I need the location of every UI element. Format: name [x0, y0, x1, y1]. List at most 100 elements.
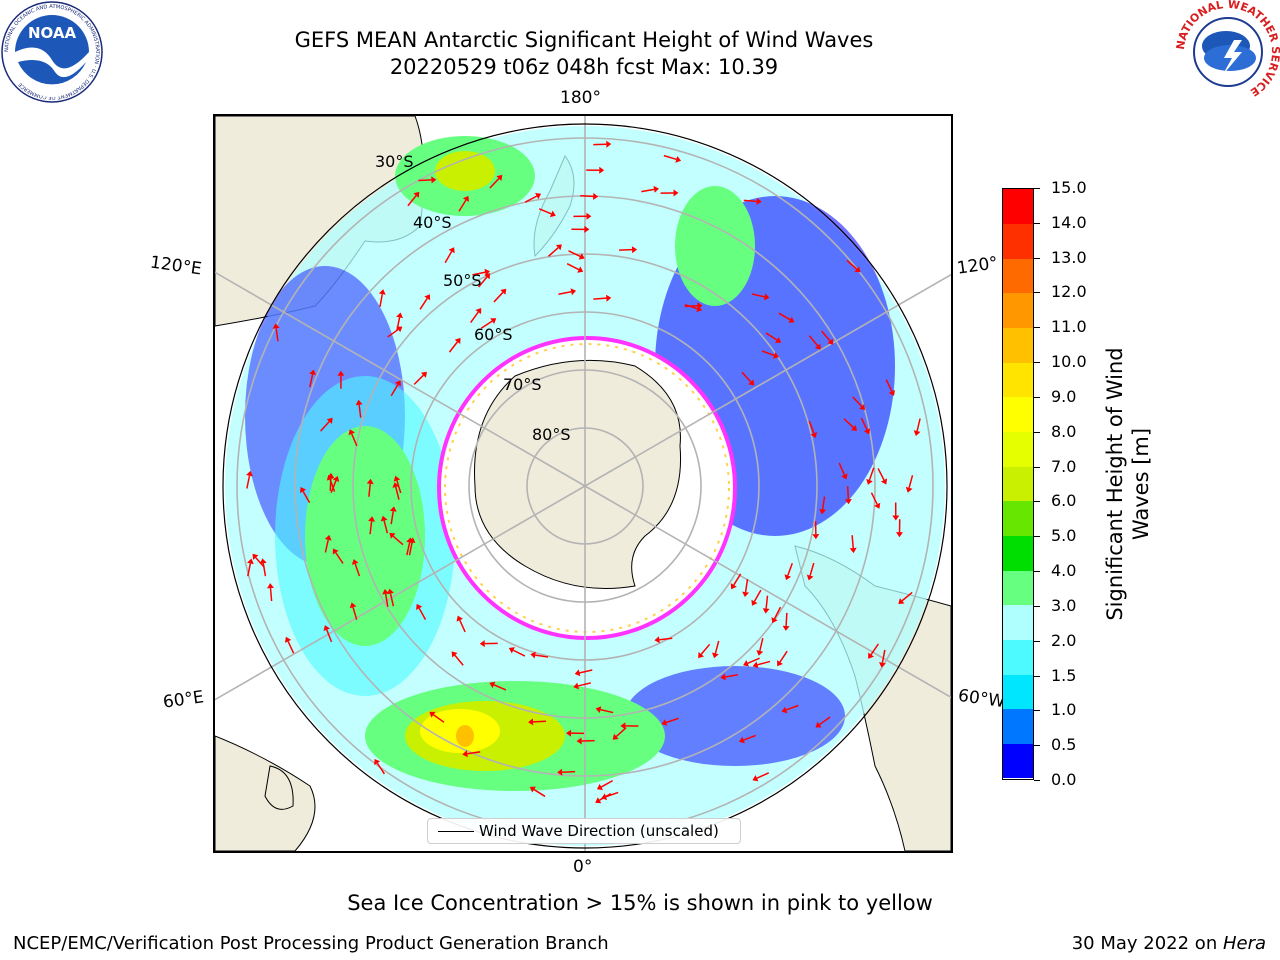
wave-arrow-shaft: [419, 297, 428, 310]
wave-arrow-shaft: [756, 772, 770, 779]
wave-arrow-head: [851, 425, 857, 431]
lon-label-120w: 120°: [955, 253, 1000, 279]
wave-arrow-head: [549, 210, 556, 218]
wave-arrow-shaft: [757, 660, 771, 666]
wave-arrow-head: [599, 166, 605, 174]
wave-arrow-head: [573, 682, 579, 690]
wave-arrow-shaft: [615, 727, 627, 737]
colorbar: [1002, 188, 1034, 780]
wave-arrow-head: [601, 793, 608, 800]
wave-arrow-head: [332, 476, 340, 482]
map-panel: [213, 114, 953, 853]
wave-arrow-shaft: [538, 208, 552, 215]
legend-line-swatch: [438, 831, 474, 832]
wave-arrow-head: [788, 316, 795, 323]
wave-arrow-head: [557, 768, 563, 776]
footer-date: 30 May 2022 on Hera: [1072, 933, 1266, 954]
wave-arrow-head: [742, 591, 750, 597]
colorbar-cell: [1003, 639, 1033, 675]
wave-arrow-head: [387, 588, 394, 595]
wave-arrow-shaft: [916, 418, 921, 432]
colorbar-tick-label: 1.0: [1051, 700, 1077, 720]
wave-arrow-shaft: [846, 486, 850, 500]
wave-arrow-shaft: [433, 714, 445, 723]
wave-arrow-shaft: [358, 404, 362, 418]
wave-arrow-head: [844, 499, 852, 505]
wave-arrow-shaft: [851, 535, 854, 549]
wave-arrow-head: [578, 253, 585, 260]
colorbar-tick-label: 4.0: [1051, 561, 1077, 581]
wave-arrow-head: [382, 589, 390, 595]
wave-arrow-shaft: [309, 374, 314, 388]
wave-arrow-shaft: [454, 654, 464, 666]
wave-arrow-head: [327, 472, 335, 478]
wave-arrow-shaft: [870, 492, 878, 505]
wave-arrow-shaft: [383, 520, 389, 534]
wave-arrow-shaft: [459, 619, 466, 633]
wave-arrow-shaft: [743, 199, 757, 203]
wave-arrow-shaft: [390, 511, 394, 525]
wave-arrow-shaft: [641, 188, 655, 193]
wave-arrow-shaft: [246, 475, 251, 489]
lon-label-0: 0°: [573, 857, 593, 877]
wave-arrow-shaft: [418, 179, 432, 182]
wave-arrow-head: [576, 737, 582, 745]
wave-arrow-head: [854, 266, 861, 273]
lat-label-30s: 30°S: [375, 152, 414, 171]
colorbar-tick-label: 14.0: [1051, 212, 1087, 232]
wave-arrow-shaft: [743, 734, 757, 741]
colorbar-tick-label: 13.0: [1051, 247, 1087, 267]
wave-arrow-shaft: [714, 640, 720, 654]
wave-arrow-head: [896, 532, 903, 538]
colorbar-tick-label: 2.0: [1051, 630, 1077, 650]
nws-logo: NATIONAL WEATHER SERVICE: [1174, 0, 1280, 104]
wave-arrow-head: [368, 516, 376, 522]
wave-arrow-head: [866, 478, 873, 485]
wave-arrow-head: [888, 389, 895, 396]
wave-arrow-head: [570, 288, 577, 296]
wave-arrow-shaft: [389, 593, 395, 607]
wave-arrow-head: [748, 379, 755, 386]
wave-arrow-shaft: [809, 562, 815, 576]
wave-arrow-head: [863, 428, 871, 435]
lon-label-60w: 60°W: [956, 685, 1007, 713]
colorbar-cell: [1003, 500, 1033, 536]
wave-arrow-shaft: [384, 593, 389, 607]
colorbar-tick-label: 0.0: [1051, 770, 1077, 789]
lon-label-60e: 60°E: [161, 687, 206, 713]
colorbar-tick-mark: [1034, 396, 1040, 398]
wave-arrow-head: [841, 473, 848, 480]
wave-arrow-shaft: [765, 332, 778, 341]
wave-arrow-head: [606, 140, 612, 148]
colorbar-cell: [1003, 570, 1033, 606]
wave-arrow-shaft: [390, 384, 399, 397]
wave-arrow-head: [413, 191, 420, 198]
wave-arrow-shaft: [444, 251, 453, 264]
colorbar-tick-mark: [1034, 362, 1040, 364]
colorbar-tick-label: 0.5: [1051, 735, 1077, 755]
wave-arrow-head: [812, 534, 820, 540]
wave-arrow-head: [389, 506, 397, 512]
wave-arrow-head: [661, 719, 668, 726]
wave-arrow-shaft: [787, 562, 793, 576]
wave-arrow-head: [752, 661, 759, 669]
wave-arrow-shaft: [396, 480, 402, 494]
wave-arrow-head: [355, 399, 363, 406]
colorbar-tick-mark: [1034, 571, 1040, 573]
wave-arrow-shaft: [725, 673, 739, 678]
colorbar-tick-mark: [1034, 640, 1040, 642]
wave-arrow-head: [393, 475, 401, 482]
wave-arrow-head: [349, 602, 357, 609]
wave-arrow-shaft: [369, 521, 373, 535]
wave-arrow-head: [752, 775, 759, 782]
wave-arrow-shaft: [785, 704, 799, 711]
wave-arrow-head: [451, 651, 458, 658]
colorbar-cell: [1003, 362, 1033, 398]
wave-arrow-head: [475, 308, 482, 315]
meridian-line: [584, 485, 951, 699]
wave-arrow-head: [859, 404, 865, 411]
wave-arrow-head: [431, 176, 437, 184]
antarctica-land: [474, 359, 682, 589]
wave-arrow-head: [675, 156, 682, 163]
wave-arrow-shaft: [302, 490, 311, 503]
